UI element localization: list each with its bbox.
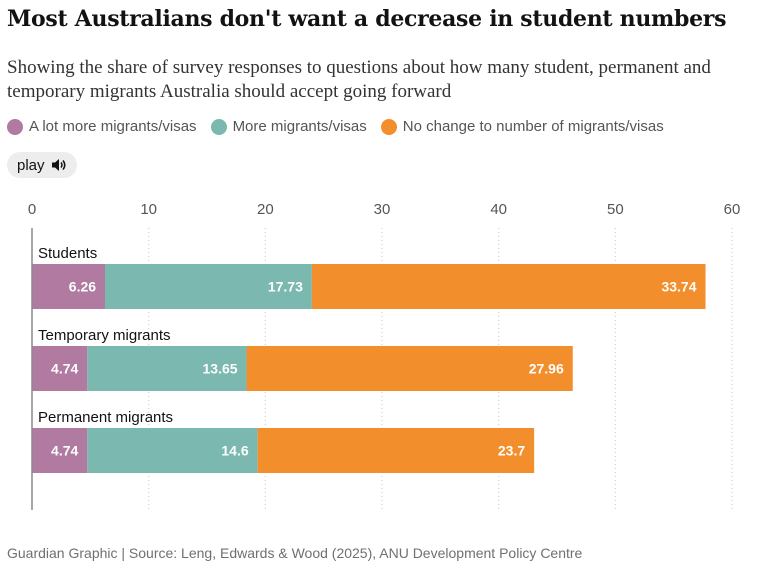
speaker-icon bbox=[51, 159, 66, 171]
bar-permanent-migrants-series-0 bbox=[32, 428, 88, 473]
legend-swatch-more bbox=[210, 118, 227, 135]
legend-item-more: More migrants/visas bbox=[210, 118, 367, 135]
data-label-temporary-migrants-series-0: 4.74 bbox=[51, 361, 78, 377]
bar-students-series-1 bbox=[105, 264, 312, 309]
legend-item-no-change: No change to number of migrants/visas bbox=[380, 118, 664, 135]
play-button[interactable]: play bbox=[7, 152, 77, 178]
legend-label-a-lot-more: A lot more migrants/visas bbox=[29, 118, 197, 135]
legend-item-a-lot-more: A lot more migrants/visas bbox=[7, 118, 197, 135]
data-label-permanent-migrants-series-1: 14.6 bbox=[221, 443, 248, 459]
legend-label-no-change: No change to number of migrants/visas bbox=[402, 118, 664, 135]
x-tick-label-0: 0 bbox=[28, 201, 36, 218]
data-label-permanent-migrants-series-0: 4.74 bbox=[51, 443, 78, 459]
bar-permanent-migrants-series-1 bbox=[87, 428, 258, 473]
data-label-permanent-migrants-series-2: 23.7 bbox=[498, 443, 525, 459]
bar-students-series-0 bbox=[32, 264, 106, 309]
legend-swatch-no-change bbox=[380, 118, 397, 135]
data-label-students-series-0: 6.26 bbox=[69, 279, 96, 295]
bar-temporary-migrants-series-0 bbox=[32, 346, 88, 391]
legend-label-more: More migrants/visas bbox=[232, 118, 367, 135]
data-label-students-series-2: 33.74 bbox=[661, 279, 696, 295]
x-tick-label-60: 60 bbox=[724, 201, 741, 218]
data-label-temporary-migrants-series-1: 13.65 bbox=[203, 361, 238, 377]
bar-students-series-2 bbox=[311, 264, 706, 309]
x-tick-label-20: 20 bbox=[257, 201, 274, 218]
legend-swatch-a-lot-more bbox=[7, 118, 23, 135]
play-label: play bbox=[17, 156, 45, 174]
stacked-bar-chart: 0 10 20 30 40 50 60 Students 6.26 17.73 33.74 Tempo… bbox=[28, 201, 741, 510]
x-tick-label-40: 40 bbox=[490, 201, 507, 218]
data-label-students-series-1: 17.73 bbox=[268, 279, 303, 295]
source-note: Guardian Graphic | Source: Leng, Edwards… bbox=[7, 545, 583, 561]
bar-temporary-migrants-series-2 bbox=[246, 346, 573, 391]
category-label-students: Students bbox=[38, 245, 97, 262]
chart-title: Most Australians don't want a decrease i… bbox=[7, 6, 727, 32]
bar-temporary-migrants-series-1 bbox=[87, 346, 247, 391]
legend: A lot more migrants/visas More migrants/… bbox=[7, 118, 664, 135]
x-tick-label-30: 30 bbox=[374, 201, 391, 218]
data-label-temporary-migrants-series-2: 27.96 bbox=[529, 361, 564, 377]
category-label-permanent-migrants: Permanent migrants bbox=[38, 409, 173, 426]
bar-permanent-migrants-series-2 bbox=[257, 428, 535, 473]
category-label-temporary-migrants: Temporary migrants bbox=[38, 327, 171, 344]
x-tick-label-50: 50 bbox=[607, 201, 624, 218]
x-tick-label-10: 10 bbox=[140, 201, 157, 218]
chart-subtitle: Showing the share of survey responses to… bbox=[7, 57, 711, 102]
